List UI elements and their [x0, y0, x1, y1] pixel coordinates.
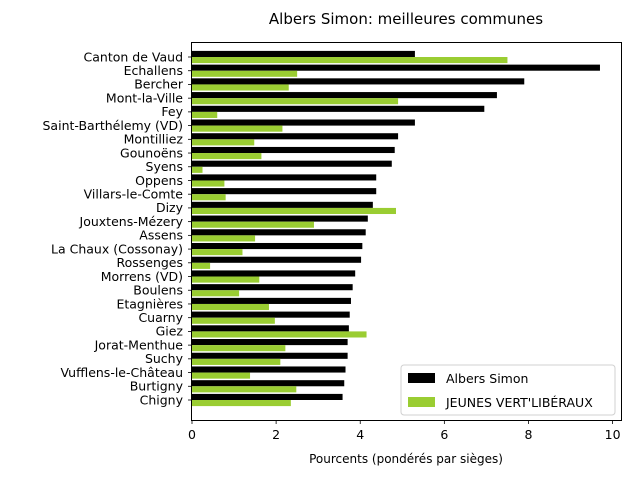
y-tick-label-la-chaux-cossonay: La Chaux (Cossonay): [51, 241, 183, 256]
bar-albers-simon-bercher: [192, 78, 525, 85]
bar-jeunes-vert-liberaux-echallens: [192, 70, 298, 77]
bar-jeunes-vert-liberaux-gounoens: [192, 153, 262, 160]
x-tick-label-6: 6: [440, 427, 448, 442]
y-tick-label-canton-de-vaud: Canton de Vaud: [84, 49, 183, 64]
bar-albers-simon-fey: [192, 105, 485, 112]
bar-jeunes-vert-liberaux-jorat-menthue: [192, 345, 286, 352]
legend-label-jeunes-vert-liberaux: JEUNES VERT'LIBÉRAUX: [445, 395, 593, 410]
bar-albers-simon-jorat-menthue: [192, 339, 348, 346]
bar-albers-simon-cuarny: [192, 311, 350, 318]
bar-jeunes-vert-liberaux-oppens: [192, 180, 225, 187]
legend-swatch-albers-simon: [408, 373, 435, 383]
y-tick-label-jouxtens-mezery: Jouxtens-Mézery: [79, 214, 184, 229]
y-tick-label-fey: Fey: [161, 104, 183, 119]
bar-albers-simon-jouxtens-mezery: [192, 215, 368, 222]
bar-jeunes-vert-liberaux-montilliez: [192, 139, 255, 146]
y-tick-label-saint-barthelemy-vd: Saint-Barthélemy (VD): [43, 118, 184, 133]
legend-box: [400, 364, 616, 416]
bar-albers-simon-giez: [192, 325, 349, 332]
x-axis-label: Pourcents (pondérés par sièges): [309, 452, 503, 466]
y-tick-label-dizy: Dizy: [156, 200, 184, 215]
x-ticks: 0 2 4 6 8 10: [188, 420, 621, 442]
x-tick-label-0: 0: [188, 427, 196, 442]
bars-group: [192, 50, 600, 407]
bar-jeunes-vert-liberaux-etagnieres: [192, 303, 269, 311]
bar-jeunes-vert-liberaux-morrens-vd: [192, 276, 260, 283]
legend: Albers Simon JEUNES VERT'LIBÉRAUX: [400, 364, 616, 416]
x-tick-label-10: 10: [605, 427, 621, 442]
y-tick-label-giez: Giez: [156, 324, 184, 339]
bar-jeunes-vert-liberaux-villars-le-comte: [192, 194, 226, 201]
bar-jeunes-vert-liberaux-syens: [192, 166, 203, 173]
y-tick-label-jorat-menthue: Jorat-Menthue: [94, 337, 184, 352]
bar-albers-simon-la-chaux-cossonay: [192, 242, 363, 250]
y-tick-label-cuarny: Cuarny: [138, 310, 183, 325]
y-tick-label-gounoens: Gounoëns: [120, 145, 183, 160]
bar-jeunes-vert-liberaux-bercher: [192, 84, 289, 91]
bar-albers-simon-syens: [192, 160, 392, 167]
y-tick-label-boulens: Boulens: [133, 283, 183, 298]
bar-jeunes-vert-liberaux-chigny: [192, 400, 291, 407]
bar-albers-simon-oppens: [192, 174, 377, 181]
bar-jeunes-vert-liberaux-cuarny: [192, 317, 275, 324]
bar-jeunes-vert-liberaux-rossenges: [192, 262, 211, 269]
y-tick-label-syens: Syens: [146, 159, 183, 174]
bar-albers-simon-canton-de-vaud: [192, 50, 415, 57]
bar-albers-simon-rossenges: [192, 256, 362, 263]
y-tick-label-rossenges: Rossenges: [116, 255, 183, 270]
bar-albers-simon-gounoens: [192, 146, 395, 154]
y-tick-labels: Canton de VaudEchallensBercherMont-la-Vi…: [43, 49, 192, 407]
y-tick-label-suchy: Suchy: [145, 351, 184, 366]
y-tick-label-villars-le-comte: Villars-le-Comte: [84, 187, 184, 202]
bar-albers-simon-villars-le-comte: [192, 188, 377, 195]
x-tick-label-2: 2: [272, 427, 280, 442]
bar-jeunes-vert-liberaux-jouxtens-mezery: [192, 221, 314, 228]
bar-albers-simon-etagnieres: [192, 297, 351, 304]
bar-jeunes-vert-liberaux-burtigny: [192, 386, 297, 393]
bar-jeunes-vert-liberaux-mont-la-ville: [192, 98, 399, 105]
bar-albers-simon-mont-la-ville: [192, 92, 497, 99]
bar-albers-simon-echallens: [192, 64, 600, 71]
bar-albers-simon-montilliez: [192, 133, 399, 140]
bar-jeunes-vert-liberaux-la-chaux-cossonay: [192, 249, 243, 256]
legend-swatch-jeunes-vert-liberaux: [408, 397, 435, 407]
bar-albers-simon-vufflens-le-chateau: [192, 366, 346, 373]
bar-jeunes-vert-liberaux-boulens: [192, 290, 240, 297]
y-tick-label-burtigny: Burtigny: [130, 379, 184, 394]
y-tick-label-etagnieres: Etagnières: [116, 296, 183, 311]
bar-albers-simon-suchy: [192, 352, 348, 359]
bar-jeunes-vert-liberaux-giez: [192, 331, 367, 338]
bar-jeunes-vert-liberaux-saint-barthelemy-vd: [192, 125, 283, 132]
legend-label-albers-simon: Albers Simon: [446, 371, 528, 386]
y-tick-label-oppens: Oppens: [135, 173, 183, 188]
bar-jeunes-vert-liberaux-suchy: [192, 358, 281, 365]
bar-jeunes-vert-liberaux-fey: [192, 111, 218, 118]
x-tick-label-4: 4: [356, 427, 364, 442]
x-tick-label-8: 8: [524, 427, 532, 442]
bar-albers-simon-assens: [192, 229, 366, 236]
y-tick-label-chigny: Chigny: [140, 392, 184, 407]
bar-albers-simon-burtigny: [192, 380, 345, 387]
bar-albers-simon-chigny: [192, 393, 343, 400]
bar-albers-simon-saint-barthelemy-vd: [192, 119, 415, 126]
y-tick-label-morrens-vd: Morrens (VD): [101, 269, 183, 284]
y-tick-label-echallens: Echallens: [124, 63, 183, 78]
chart-title: Albers Simon: meilleures communes: [269, 10, 543, 28]
bar-jeunes-vert-liberaux-vufflens-le-chateau: [192, 372, 251, 379]
y-tick-label-mont-la-ville: Mont-la-Ville: [106, 90, 183, 105]
bar-albers-simon-boulens: [192, 284, 353, 291]
bar-albers-simon-morrens-vd: [192, 270, 356, 277]
bar-albers-simon-dizy: [192, 201, 373, 208]
bar-jeunes-vert-liberaux-dizy: [192, 207, 396, 215]
y-tick-label-bercher: Bercher: [134, 77, 184, 92]
bar-jeunes-vert-liberaux-assens: [192, 235, 256, 242]
plot-frame: [191, 42, 622, 421]
y-tick-label-vufflens-le-chateau: Vufflens-le-Château: [60, 365, 183, 380]
bar-jeunes-vert-liberaux-canton-de-vaud: [192, 57, 508, 64]
y-tick-label-montilliez: Montilliez: [124, 132, 184, 147]
y-tick-label-assens: Assens: [139, 228, 183, 243]
